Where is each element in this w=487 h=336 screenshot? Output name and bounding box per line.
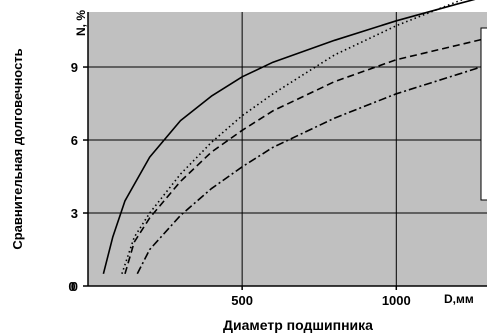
x-axis-name: D,мм: [444, 292, 474, 306]
y-tick-label: 3: [71, 206, 78, 221]
series-line-dash-dot: [136, 64, 487, 275]
y-tick-label: 6: [71, 133, 78, 148]
y-axis-name: N, %: [74, 10, 88, 36]
y-ticks: 0 3 6 9: [71, 60, 88, 294]
x-tick-label: 1000: [382, 293, 411, 308]
y-tick-label: 9: [71, 60, 78, 75]
series-lines: [102, 0, 487, 275]
x-tick-label: 0: [68, 279, 75, 294]
x-ticks: 0500100015002000: [68, 279, 411, 308]
y-axis-label: Сравнительная долговечность: [10, 48, 25, 249]
legend-box: [480, 27, 487, 201]
series-line-solid: [102, 0, 476, 274]
series-line-dashed: [124, 37, 487, 275]
x-tick-label: 500: [231, 293, 253, 308]
y-tick-label: 0: [71, 279, 78, 294]
x-axis-label: Диаметр подшипника: [223, 317, 373, 333]
